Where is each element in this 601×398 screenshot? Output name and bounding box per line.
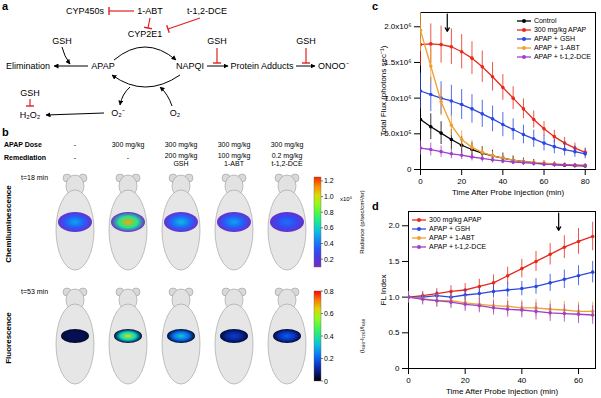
svg-text:Elimination: Elimination [6,61,50,71]
html-text:Control: Control [533,17,557,24]
svg-text:GSH: GSH [173,160,188,167]
svg-text:(I₆₈₀-I₇₂₀)/I₆₈₀: (I₆₈₀-I₇₂₀)/I₆₈₀ [359,318,365,353]
svg-text:300 mg/kg: 300 mg/kg [218,141,251,149]
svg-text:80: 80 [581,177,590,186]
svg-text:GSH: GSH [20,88,40,98]
svg-text:FL Index: FL Index [379,275,388,306]
svg-text:APAP Dose: APAP Dose [4,141,42,148]
svg-text:0.5: 0.5 [388,328,400,337]
svg-text:-: - [127,154,130,161]
svg-text:t-1,2-DCE: t-1,2-DCE [271,160,302,167]
svg-text:200 mg/kg: 200 mg/kg [165,152,198,160]
html-text:APAP + 1-ABT: APAP + 1-ABT [533,44,580,51]
svg-text:Protein Adducts: Protein Adducts [230,61,294,71]
svg-text:t=18 min: t=18 min [21,174,48,181]
svg-text:300 mg/kg: 300 mg/kg [165,141,198,149]
svg-text:2.0x10⁶: 2.0x10⁶ [384,22,411,31]
svg-text:GSH: GSH [207,36,227,46]
svg-text:O₂⁻: O₂⁻ [111,108,125,118]
svg-text:O₂: O₂ [170,108,181,118]
svg-text:x10⁵: x10⁵ [340,196,353,202]
svg-text:1.0: 1.0 [324,193,334,200]
svg-text:NAPQI: NAPQI [176,61,204,71]
svg-text:Radiance (p/sec/cm²/sr): Radiance (p/sec/cm²/sr) [359,190,365,254]
svg-text:40: 40 [517,376,526,385]
svg-text:t=53 min: t=53 min [21,288,48,295]
svg-text:0.4: 0.4 [324,333,334,340]
svg-text:1.2: 1.2 [324,177,334,184]
svg-text:-: - [74,154,77,161]
html-text:300 mg/kg APAP: 300 mg/kg APAP [429,216,482,223]
svg-text:20: 20 [461,376,470,385]
svg-text:20: 20 [457,177,466,186]
svg-text:APAP: APAP [91,61,114,71]
svg-text:0: 0 [395,364,400,373]
svg-text:Time After Probe Injection (mi: Time After Probe Injection (min) [452,188,565,197]
svg-text:t-1,2-DCE: t-1,2-DCE [187,6,227,16]
svg-text:5.0x10⁵: 5.0x10⁵ [384,129,411,138]
svg-text:0.6: 0.6 [324,224,334,231]
svg-text:0.8: 0.8 [324,209,334,216]
svg-text:40: 40 [498,177,507,186]
svg-text:GSH: GSH [296,36,316,46]
svg-text:300 mg/kg: 300 mg/kg [112,141,145,149]
svg-text:CYP450s: CYP450s [66,6,105,16]
svg-text:0: 0 [418,177,423,186]
html-text:APAP + 1-ABT: APAP + 1-ABT [429,234,475,241]
svg-text:0.8: 0.8 [324,288,334,295]
svg-text:0.4: 0.4 [324,240,334,247]
svg-text:1.5: 1.5 [388,257,400,266]
html-text:APAP + t-1,2-DCE: APAP + t-1,2-DCE [533,53,591,60]
svg-text:0.2: 0.2 [324,355,334,362]
svg-text:100 mg/kg: 100 mg/kg [218,152,251,160]
svg-text:ONOO⁻: ONOO⁻ [318,61,349,71]
svg-text:0.2 mg/kg: 0.2 mg/kg [272,152,303,160]
svg-text:0.6: 0.6 [324,310,334,317]
html-text:a: a [2,0,9,12]
html-text:APAP + GSH: APAP + GSH [429,225,471,232]
svg-text:0.2: 0.2 [324,256,334,263]
svg-text:Total Flux (photons sec⁻¹): Total Flux (photons sec⁻¹) [379,45,388,136]
svg-text:Time After Probe Injection (mi: Time After Probe Injection (min) [446,387,559,396]
svg-text:1.0x10⁶: 1.0x10⁶ [384,94,411,103]
svg-text:0: 0 [406,376,411,385]
svg-text:H₂O₂: H₂O₂ [20,110,41,120]
html-text:APAP + GSH: APAP + GSH [533,35,576,42]
svg-text:-: - [74,141,77,148]
html-text:APAP + t-1,2-DCE: APAP + t-1,2-DCE [429,243,487,250]
svg-text:60: 60 [540,177,549,186]
svg-text:0: 0 [324,378,328,385]
svg-text:2.0: 2.0 [388,221,400,230]
svg-text:CYP2E1: CYP2E1 [128,29,163,39]
html-text:c: c [372,0,379,12]
svg-text:Remediation: Remediation [4,154,46,161]
html-text:d: d [372,200,379,212]
svg-text:1-ABT: 1-ABT [137,6,163,16]
svg-text:1.0: 1.0 [388,293,400,302]
svg-text:1.5x10⁶: 1.5x10⁶ [384,58,411,67]
svg-text:60: 60 [574,376,583,385]
svg-text:1-ABT: 1-ABT [224,160,245,167]
svg-text:GSH: GSH [52,36,72,46]
svg-text:0: 0 [407,165,412,174]
html-text:300 mg/kg APAP: 300 mg/kg APAP [533,26,587,33]
svg-text:Fluorescence: Fluorescence [4,312,13,364]
html-text:b: b [2,126,9,138]
svg-text:Chemiluminescence: Chemiluminescence [4,185,13,263]
svg-text:300 mg/kg: 300 mg/kg [271,141,304,149]
